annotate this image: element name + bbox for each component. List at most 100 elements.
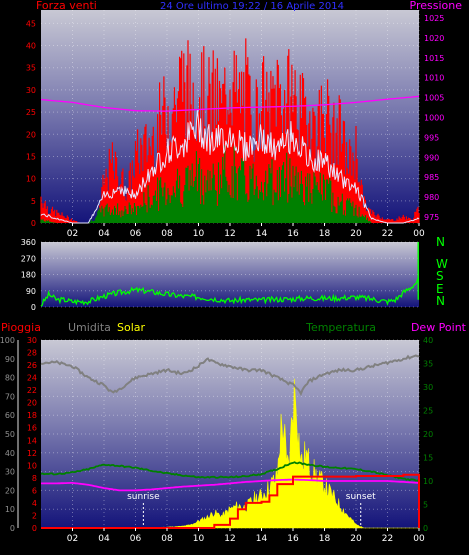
- wind-pressure-panel: 0510152025303540459759809859909951000100…: [26, 0, 462, 239]
- humidity-y-tick-label: 0: [10, 524, 15, 533]
- direction-y-tick-label: 360: [21, 238, 36, 247]
- weather-x-tick-label: 00: [413, 534, 425, 544]
- temp-y-tick-label: 30: [423, 383, 433, 392]
- temp-y-tick-label: 20: [423, 430, 433, 439]
- pressure-y-tick-label: 1000: [424, 113, 444, 122]
- chart-title: 24 Ore ultimo 19:22 / 16 Aprile 2014: [160, 1, 344, 12]
- wind-x-tick-label: 08: [161, 229, 173, 239]
- wind-series: [40, 38, 420, 224]
- wind-x-tick-label: 04: [98, 229, 110, 239]
- direction-y-tick-label: 180: [21, 271, 36, 280]
- wind-x-tick-label: 16: [287, 229, 299, 239]
- weather-x-tick-label: 04: [98, 534, 110, 544]
- wind-x-tick-label: 10: [193, 229, 205, 239]
- compass-label-e: E: [436, 282, 444, 296]
- humidity-y-tick-label: 80: [5, 374, 15, 383]
- rain-y-tick-label: 26: [27, 361, 37, 370]
- rain-y-tick-label: 2: [32, 511, 37, 520]
- rain-y-tick-label: 6: [32, 486, 37, 495]
- wind-y-tick-label: 25: [26, 108, 36, 117]
- rain-y-tick-label: 24: [27, 374, 37, 383]
- sunrise-label: sunrise: [127, 492, 160, 502]
- weather-series: [40, 354, 420, 529]
- weather-x-tick-label: 14: [256, 534, 268, 544]
- weather-plot-area: [41, 340, 419, 528]
- wind-axis-title: Forza venti: [36, 0, 97, 12]
- temp-y-tick-label: 40: [423, 336, 433, 345]
- wind-axes: 0510152025303540459759809859909951000100…: [26, 14, 445, 239]
- rain-y-tick-label: 16: [27, 424, 37, 433]
- direction-y-tick-label: 270: [21, 254, 36, 263]
- pressure-y-tick-label: 1015: [424, 54, 444, 63]
- wind-y-tick-label: 35: [26, 64, 36, 73]
- humidity-y-tick-label: 20: [5, 486, 15, 495]
- rain-y-tick-label: 12: [27, 449, 37, 458]
- weather-x-tick-label: 08: [161, 534, 173, 544]
- wind-y-tick-label: 15: [26, 152, 36, 161]
- weather-x-tick-label: 18: [319, 534, 331, 544]
- wind-y-tick-label: 40: [26, 42, 36, 51]
- legend-humidity: Umidita: [68, 321, 111, 334]
- direction-y-tick-label: 90: [26, 287, 36, 296]
- temp-y-tick-label: 10: [423, 477, 433, 486]
- compass-label-n: N: [436, 294, 445, 308]
- pressure-y-tick-label: 990: [424, 153, 439, 162]
- weather-x-tick-label: 12: [224, 534, 235, 544]
- rain-y-tick-label: 4: [32, 499, 37, 508]
- weather-panel: 0102030405060708090100024681012141618202…: [0, 321, 467, 544]
- pressure-y-tick-label: 975: [424, 213, 439, 222]
- humidity-y-tick-label: 70: [5, 392, 15, 401]
- pressure-y-tick-label: 995: [424, 133, 439, 142]
- humidity-y-tick-label: 10: [5, 505, 15, 514]
- humidity-y-tick-label: 50: [5, 430, 15, 439]
- temp-y-tick-label: 0: [423, 524, 428, 533]
- pressure-series: [40, 95, 420, 112]
- rain-y-tick-label: 10: [27, 461, 37, 470]
- pressure-y-tick-label: 1010: [424, 74, 444, 83]
- rain-y-tick-label: 18: [27, 411, 37, 420]
- sunset-label: sunset: [346, 492, 376, 502]
- weather-x-tick-label: 16: [287, 534, 299, 544]
- wind-x-tick-label: 00: [413, 229, 425, 239]
- pressure-y-tick-label: 1025: [424, 14, 444, 23]
- pressure-y-tick-label: 980: [424, 193, 439, 202]
- direction-series: [40, 242, 419, 307]
- humidity-y-tick-label: 40: [5, 449, 15, 458]
- legend-temperature: Temperatura: [305, 321, 376, 334]
- compass-label-w: W: [436, 257, 448, 271]
- weather-x-tick-label: 20: [350, 534, 362, 544]
- weather-x-tick-label: 06: [130, 534, 142, 544]
- rain-y-tick-label: 28: [27, 349, 37, 358]
- wind-x-tick-label: 02: [67, 229, 78, 239]
- humidity-series: [40, 354, 420, 397]
- compass-label-s: S: [436, 269, 444, 283]
- wind-y-tick-label: 45: [26, 19, 36, 28]
- humidity-y-tick-label: 60: [5, 411, 15, 420]
- temperature-series: [40, 461, 420, 482]
- wind-y-tick-label: 0: [31, 219, 36, 228]
- pressure-y-tick-label: 1020: [424, 34, 444, 43]
- wind-x-tick-label: 14: [256, 229, 268, 239]
- pressure-y-tick-label: 985: [424, 173, 439, 182]
- wind-green-series: [40, 145, 372, 223]
- direction-y-tick-label: 0: [31, 303, 36, 312]
- weather-axes: 0102030405060708090100024681012141618202…: [0, 336, 433, 544]
- humidity-y-tick-label: 100: [0, 336, 15, 345]
- direction-series: [40, 278, 419, 307]
- temp-y-tick-label: 15: [423, 454, 433, 463]
- temp-y-tick-label: 25: [423, 407, 433, 416]
- humidity-y-tick-label: 30: [5, 468, 15, 477]
- legend-dewpoint: Dew Point: [411, 321, 467, 334]
- rain-y-tick-label: 0: [32, 524, 37, 533]
- rain-y-tick-label: 22: [27, 386, 37, 395]
- weather-x-tick-label: 10: [193, 534, 205, 544]
- pressure-axis-title: Pressione: [410, 0, 463, 12]
- rain-series: [41, 473, 420, 529]
- humidity-y-tick-label: 90: [5, 355, 15, 364]
- temp-y-tick-label: 35: [423, 360, 433, 369]
- rain-y-tick-label: 20: [27, 399, 37, 408]
- wind-x-tick-label: 18: [319, 229, 331, 239]
- compass-label-n: N: [436, 235, 445, 249]
